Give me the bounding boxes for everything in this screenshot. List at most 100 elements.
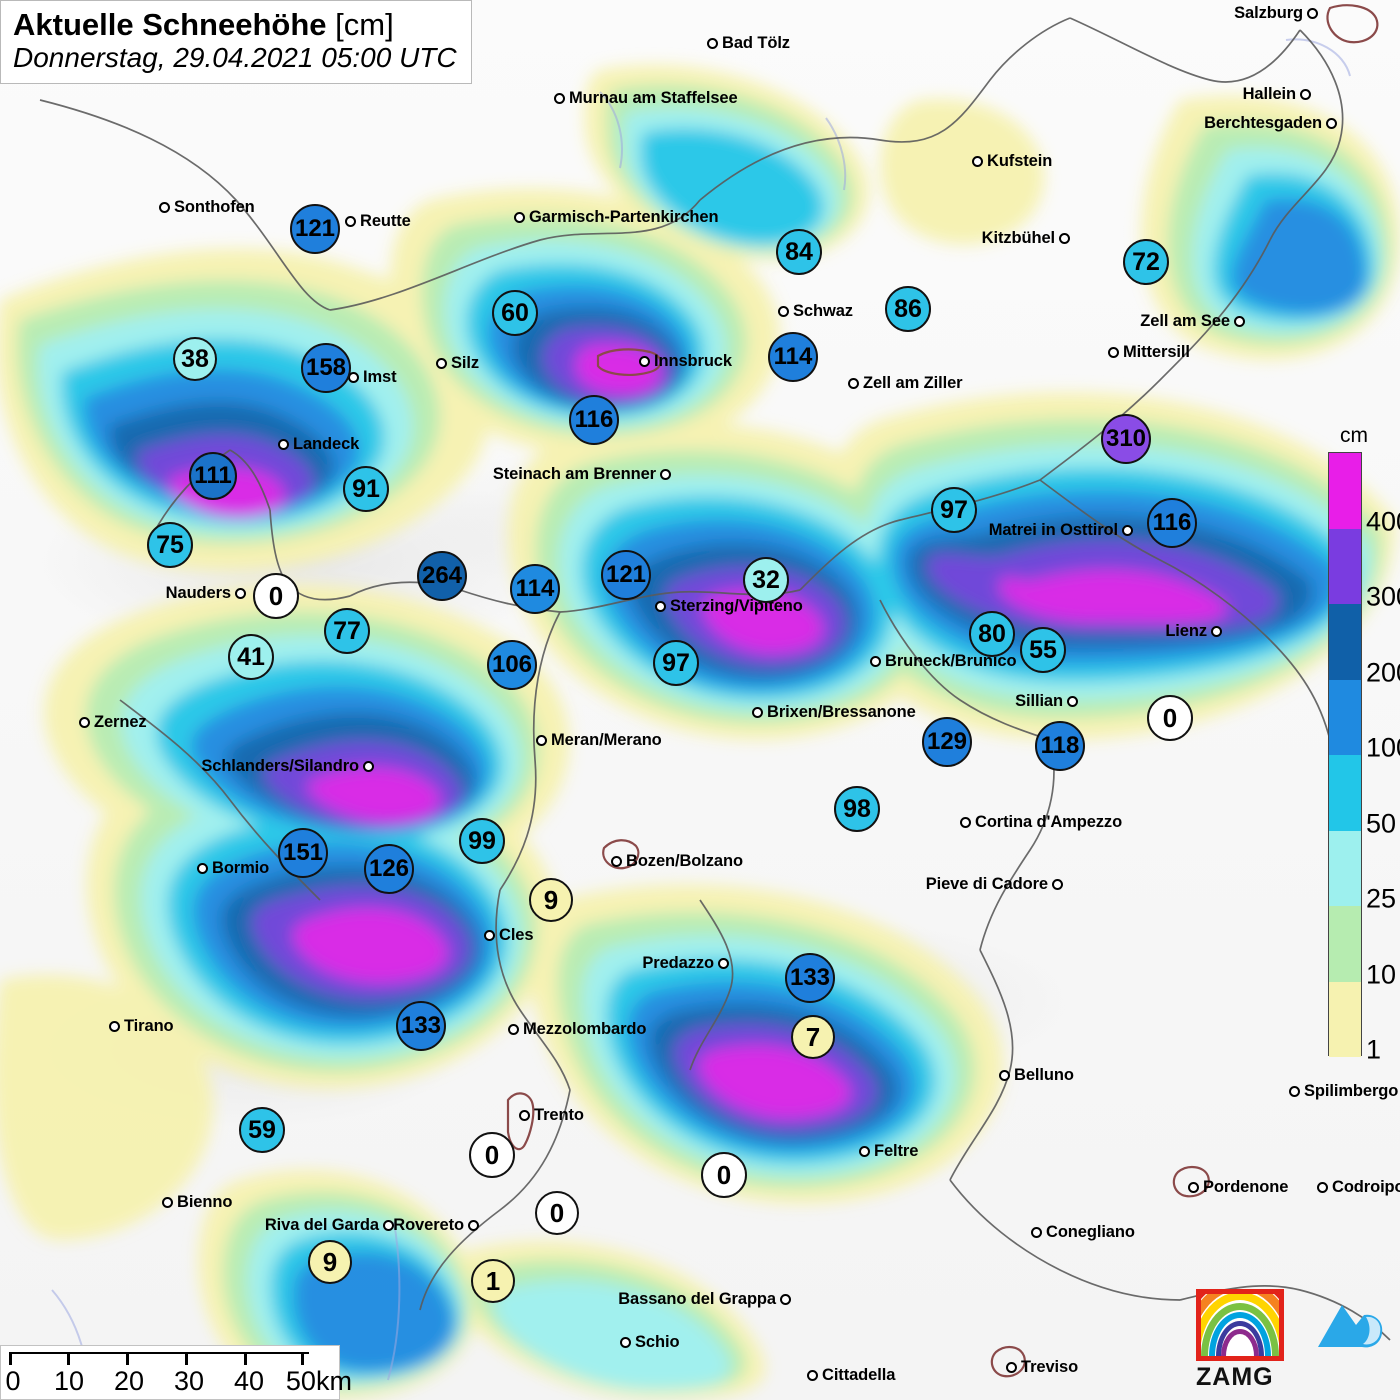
station-value-marker[interactable]: 111 (189, 452, 237, 500)
city-label: Feltre (859, 1143, 918, 1160)
city-marker-icon (972, 156, 983, 168)
station-value-marker[interactable]: 121 (290, 204, 340, 254)
city-name: Tirano (124, 1017, 174, 1036)
station-value-marker[interactable]: 0 (701, 1152, 747, 1198)
city-label: Sonthofen (159, 199, 255, 216)
city-name: Pordenone (1203, 1178, 1289, 1197)
city-label: Pordenone (1188, 1179, 1288, 1196)
map-title-box: Aktuelle Schneehöhe [cm] Donnerstag, 29.… (0, 0, 472, 85)
station-value-marker[interactable]: 0 (535, 1191, 579, 1235)
page-title: Aktuelle Schneehöhe [cm] (13, 7, 457, 42)
city-name: Schwaz (793, 302, 853, 321)
station-value-marker[interactable]: 264 (417, 551, 467, 601)
city-marker-icon (1317, 1182, 1328, 1194)
station-value-marker[interactable]: 7 (791, 1015, 835, 1059)
city-marker-icon (235, 588, 246, 600)
station-value-marker[interactable]: 114 (510, 564, 560, 614)
legend-band (1329, 906, 1361, 982)
scale-tick-label: 20 (113, 1366, 145, 1396)
station-value-marker[interactable]: 86 (885, 286, 931, 332)
station-value-marker[interactable]: 151 (278, 828, 328, 878)
city-label: Pieve di Cadore (926, 876, 1063, 893)
city-marker-icon (1307, 8, 1318, 20)
station-value-marker[interactable]: 133 (396, 1001, 446, 1051)
station-value: 121 (294, 215, 336, 242)
city-marker-icon (468, 1220, 479, 1232)
legend-band (1329, 679, 1361, 755)
city-name: Hallein (1242, 85, 1297, 104)
station-value-marker[interactable]: 77 (324, 608, 370, 654)
station-value: 84 (785, 237, 813, 266)
city-marker-icon (780, 1294, 791, 1306)
station-value: 116 (574, 406, 614, 433)
station-value-marker[interactable]: 38 (173, 337, 217, 381)
city-name: Mezzolombardo (523, 1020, 647, 1039)
city-label: Silz (436, 355, 479, 372)
station-value-marker[interactable]: 133 (785, 953, 835, 1003)
city-label: Rovereto (393, 1217, 479, 1234)
scale-bar-labels: 0 10 20 30 40 50km (5, 1366, 351, 1396)
station-value-marker[interactable]: 59 (239, 1107, 285, 1153)
city-label: Sillian (1015, 693, 1078, 710)
station-value-marker[interactable]: 41 (228, 634, 274, 680)
zamg-logo: ZAMG (1196, 1289, 1284, 1392)
station-value-marker[interactable]: 99 (459, 818, 505, 864)
city-name: Riva del Garda (264, 1216, 379, 1235)
station-value-marker[interactable]: 0 (469, 1132, 515, 1178)
station-value: 264 (421, 562, 463, 589)
station-value-marker[interactable]: 9 (308, 1240, 352, 1284)
city-marker-icon (1300, 89, 1311, 101)
station-value-marker[interactable]: 106 (487, 640, 537, 690)
station-value-marker[interactable]: 121 (601, 550, 651, 600)
station-value-marker[interactable]: 80 (969, 611, 1015, 657)
station-value-marker[interactable]: 118 (1035, 721, 1085, 771)
station-value-marker[interactable]: 0 (1147, 695, 1193, 741)
station-value-marker[interactable]: 97 (931, 487, 977, 533)
station-value-marker[interactable]: 97 (653, 640, 699, 686)
city-marker-icon (383, 1220, 394, 1232)
station-value: 121 (605, 561, 647, 588)
station-value-marker[interactable]: 55 (1020, 627, 1066, 673)
station-value-marker[interactable]: 1 (471, 1259, 515, 1303)
station-value-marker[interactable]: 32 (743, 557, 789, 603)
city-name: Cortina d'Ampezzo (975, 813, 1123, 832)
station-value-marker[interactable]: 9 (529, 878, 573, 922)
legend-band (1329, 528, 1361, 604)
station-value-marker[interactable]: 84 (776, 229, 822, 275)
station-value-marker[interactable]: 129 (922, 717, 972, 767)
station-value-marker[interactable]: 75 (147, 522, 193, 568)
city-marker-icon (752, 707, 763, 719)
station-value: 1 (485, 1265, 501, 1296)
city-marker-icon (162, 1197, 173, 1209)
station-value-marker[interactable]: 158 (301, 343, 351, 393)
station-value-marker[interactable]: 116 (1147, 498, 1197, 548)
legend-tick-label: 25 (1366, 883, 1397, 914)
station-value-marker[interactable]: 98 (834, 786, 880, 832)
city-marker-icon (197, 863, 208, 875)
city-marker-icon (639, 356, 650, 368)
city-label: Bozen/Bolzano (611, 853, 743, 870)
title-unit: [cm] (335, 7, 394, 42)
station-value-marker[interactable]: 60 (492, 290, 538, 336)
station-value-marker[interactable]: 310 (1101, 414, 1151, 464)
city-name: Brixen/Bressanone (767, 703, 916, 722)
city-label: Tirano (109, 1018, 174, 1035)
city-label: Reutte (345, 213, 411, 230)
station-value-marker[interactable]: 0 (253, 573, 299, 619)
station-value-marker[interactable]: 126 (364, 844, 414, 894)
station-value-marker[interactable]: 72 (1123, 239, 1169, 285)
scale-tick-label: 0 (5, 1366, 21, 1396)
station-value: 116 (1152, 509, 1192, 536)
city-name: Garmisch-Partenkirchen (529, 208, 719, 227)
station-value-marker[interactable]: 91 (343, 466, 389, 512)
city-label: Mezzolombardo (508, 1021, 646, 1038)
station-value-marker[interactable]: 116 (569, 395, 619, 445)
legend-tick-label: 400 (1366, 506, 1400, 536)
legend-tick-label: 200 (1366, 657, 1400, 687)
station-value: 114 (773, 343, 813, 370)
city-marker-icon (1059, 233, 1070, 245)
station-value: 55 (1029, 635, 1057, 664)
station-value-marker[interactable]: 114 (768, 332, 818, 382)
city-name: Lienz (1165, 622, 1207, 641)
